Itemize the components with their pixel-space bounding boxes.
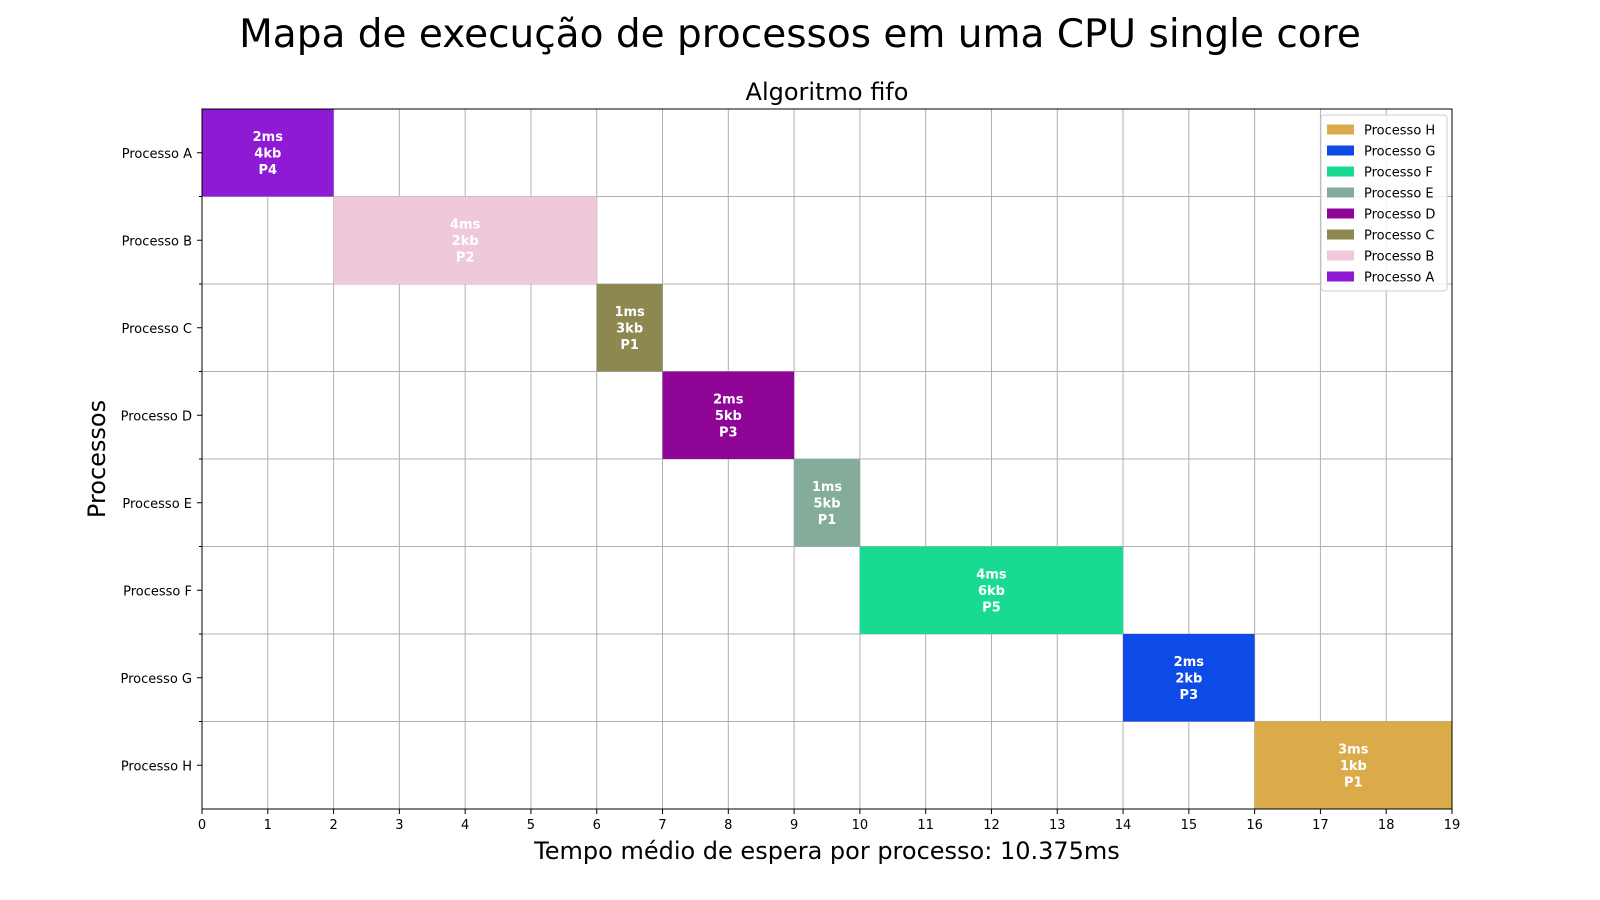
legend-swatch <box>1327 208 1354 219</box>
bar-data-label: P3 <box>1180 688 1199 703</box>
x-tick-label: 9 <box>790 818 798 833</box>
y-tick-label: Processo G <box>121 672 192 687</box>
bar-data-label: 4kb <box>254 146 281 161</box>
x-tick-label: 19 <box>1444 818 1461 833</box>
x-tick-label: 3 <box>395 818 403 833</box>
y-tick-label: Processo F <box>123 584 192 599</box>
x-axis-label: Tempo médio de espera por processo: 10.3… <box>533 837 1120 865</box>
legend-entry: Processo F <box>1364 166 1433 181</box>
bar-data-label: 2ms <box>1174 655 1205 670</box>
x-tick-label: 17 <box>1312 818 1329 833</box>
bar-data-label: 2ms <box>713 392 744 407</box>
bar-data-label: 1kb <box>1340 759 1367 774</box>
chart-title: Algoritmo fifo <box>746 78 909 106</box>
bar-processo-g <box>1123 634 1255 722</box>
bar-data-label: 5kb <box>715 409 742 424</box>
x-tick-label: 13 <box>1049 818 1066 833</box>
legend: Processo H Processo G Processo F Processo E… <box>1320 114 1448 292</box>
x-tick-label: 15 <box>1181 818 1198 833</box>
y-axis-label: Processos <box>83 400 111 518</box>
x-tick-label: 1 <box>264 818 272 833</box>
bar-processo-h <box>1254 721 1452 809</box>
legend-entry: Processo H <box>1364 124 1435 139</box>
x-tick-label: 6 <box>593 818 601 833</box>
bar-data-label: P2 <box>456 250 475 265</box>
x-tick-label: 5 <box>527 818 535 833</box>
x-tick-label: 18 <box>1378 818 1395 833</box>
legend-entry: Processo C <box>1364 229 1434 244</box>
legend-entry: Processo E <box>1364 187 1434 202</box>
x-tick-label: 16 <box>1246 818 1263 833</box>
y-tick-label: Processo D <box>121 409 192 424</box>
x-tick-label: 2 <box>329 818 337 833</box>
legend-entry: Processo B <box>1364 250 1434 265</box>
x-tick-label: 7 <box>658 818 666 833</box>
bar-data-label: P1 <box>818 513 837 528</box>
x-tick-label: 12 <box>983 818 1000 833</box>
bars-layer: 2ms4kbP44ms2kbP21ms3kbP12ms5kbP31ms5kbP1… <box>202 109 1452 809</box>
legend-swatch <box>1327 187 1354 198</box>
bar-data-label: 5kb <box>814 496 841 511</box>
bar-data-label: 4ms <box>450 217 481 232</box>
x-tick-label: 11 <box>917 818 934 833</box>
legend-entry: Processo G <box>1364 145 1435 160</box>
x-tick-label: 4 <box>461 818 469 833</box>
bar-data-label: 2ms <box>253 130 284 145</box>
legend-swatch <box>1327 229 1354 240</box>
legend-swatch <box>1327 271 1354 282</box>
bar-data-label: 1ms <box>812 480 843 495</box>
x-tick-label: 8 <box>724 818 732 833</box>
bar-processo-f <box>859 546 1124 634</box>
bar-data-label: 4ms <box>976 567 1007 582</box>
figure-title: Mapa de execução de processos em uma CPU… <box>239 12 1361 57</box>
legend-swatch <box>1327 124 1354 135</box>
x-tick-label: 10 <box>852 818 869 833</box>
bar-processo-c <box>596 284 663 372</box>
bar-data-label: 2kb <box>452 234 479 249</box>
bar-data-label: P3 <box>719 425 738 440</box>
y-tick-label: Processo A <box>122 147 192 162</box>
bar-data-label: P4 <box>259 163 278 178</box>
bar-processo-e <box>794 459 860 547</box>
bar-data-label: 1ms <box>614 305 645 320</box>
legend-swatch <box>1327 145 1354 156</box>
y-tick-label: Processo B <box>122 234 192 249</box>
bar-data-label: 6kb <box>978 584 1005 599</box>
bar-data-label: P1 <box>1344 775 1363 790</box>
y-tick-label: Processo C <box>122 322 192 337</box>
legend-entry: Processo D <box>1364 208 1435 223</box>
bar-data-label: P1 <box>620 338 639 353</box>
legend-swatch <box>1327 166 1354 177</box>
legend-box <box>1320 114 1448 292</box>
bar-processo-b <box>333 196 597 284</box>
x-tick-label: 0 <box>198 818 206 833</box>
legend-swatch <box>1327 250 1354 261</box>
bar-data-label: 3kb <box>616 321 643 336</box>
bar-processo-d <box>662 371 795 459</box>
y-tick-label: Processo H <box>121 759 192 774</box>
bar-data-label: 3ms <box>1338 742 1369 757</box>
legend-entry: Processo A <box>1364 271 1434 286</box>
y-tick-label: Processo E <box>122 497 192 512</box>
bar-data-label: 2kb <box>1175 671 1202 686</box>
bar-data-label: P5 <box>982 600 1001 615</box>
x-tick-label: 14 <box>1115 818 1132 833</box>
bar-processo-a <box>202 109 334 197</box>
